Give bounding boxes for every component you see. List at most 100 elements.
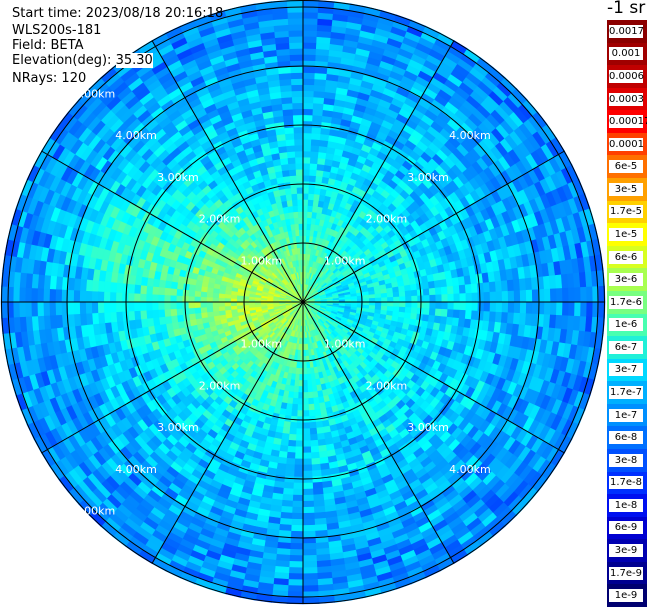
- data-cell: [292, 494, 304, 502]
- data-cell: [308, 409, 316, 417]
- data-cell: [145, 309, 154, 319]
- data-cell: [295, 440, 304, 448]
- data-cell: [163, 287, 172, 296]
- data-cell: [293, 132, 304, 140]
- data-cell: [393, 301, 400, 308]
- data-cell: [145, 285, 154, 295]
- data-cell: [175, 301, 183, 309]
- data-cell: [281, 102, 294, 111]
- data-cell: [282, 487, 294, 496]
- data-cell: [386, 292, 394, 298]
- data-cell: [285, 193, 293, 201]
- data-cell: [145, 301, 153, 311]
- data-cell: [294, 138, 304, 146]
- data-cell: [292, 114, 304, 122]
- data-cell: [429, 294, 437, 303]
- data-cell: [288, 433, 297, 442]
- data-cell: [302, 223, 308, 230]
- data-cell: [307, 391, 314, 399]
- data-cell: [507, 290, 515, 303]
- data-cell: [293, 217, 300, 225]
- data-cell: [290, 518, 304, 526]
- data-cell: [398, 290, 406, 298]
- data-cell: [297, 392, 304, 399]
- data-cell: [293, 126, 304, 134]
- data-cell: [109, 311, 118, 323]
- data-cell: [302, 168, 311, 176]
- data-cell: [151, 285, 160, 295]
- data-cell: [85, 290, 93, 303]
- data-cell: [67, 289, 75, 303]
- data-cell: [157, 286, 166, 296]
- data-cell: [290, 187, 298, 195]
- data-cell: [133, 283, 142, 294]
- data-cell: [292, 482, 304, 490]
- data-cell: [465, 301, 473, 312]
- data-cell: [398, 306, 406, 314]
- data-cell: [284, 126, 295, 135]
- data-cell: [470, 283, 479, 294]
- data-cell: [187, 301, 195, 309]
- data-cell: [286, 199, 294, 207]
- data-cell: [302, 476, 313, 484]
- data-cell: [309, 427, 318, 436]
- data-cell: [298, 223, 304, 230]
- data-cell: [290, 530, 304, 538]
- data-cell: [452, 285, 461, 295]
- data-cell: [312, 108, 324, 117]
- data-cell: [531, 289, 539, 303]
- data-cell: [286, 445, 296, 454]
- data-cell: [294, 452, 304, 460]
- data-cell: [525, 289, 533, 303]
- data-cell: [302, 102, 314, 110]
- data-cell: [283, 120, 295, 129]
- data-cell: [127, 283, 136, 294]
- data-cell: [476, 282, 485, 294]
- data-cell: [302, 404, 310, 412]
- data-cell: [453, 293, 461, 303]
- data-cell: [297, 205, 304, 212]
- data-cell: [157, 294, 165, 303]
- data-cell: [127, 301, 135, 312]
- data-cell: [309, 175, 317, 183]
- data-cell: [109, 301, 117, 313]
- data-cell: [91, 301, 99, 314]
- data-cell: [169, 308, 178, 317]
- data-cell: [374, 293, 382, 299]
- data-cell: [311, 469, 322, 478]
- data-cell: [103, 301, 111, 313]
- data-cell: [369, 297, 376, 303]
- data-cell: [310, 138, 321, 147]
- data-cell: [297, 199, 304, 206]
- data-cell: [298, 229, 304, 236]
- data-cell: [302, 138, 312, 146]
- data-cell: [212, 301, 219, 308]
- data-cell: [151, 293, 159, 303]
- data-cell: [290, 524, 304, 532]
- data-cell: [151, 301, 159, 311]
- data-cell: [294, 150, 304, 158]
- data-cell: [501, 301, 509, 314]
- data-cell: [294, 144, 304, 152]
- data-cell: [291, 397, 299, 405]
- data-cell: [302, 211, 309, 218]
- data-cell: [169, 287, 178, 296]
- data-cell: [296, 410, 304, 418]
- data-cell: [295, 229, 300, 237]
- data-cell: [218, 297, 225, 303]
- data-cell: [297, 398, 304, 405]
- data-cell: [292, 205, 299, 213]
- data-cell: [292, 108, 304, 116]
- data-cell: [281, 493, 294, 502]
- data-cell: [309, 156, 319, 165]
- data-cell: [306, 373, 312, 381]
- data-cell: [398, 285, 406, 293]
- data-cell: [393, 296, 400, 303]
- data-cell: [293, 211, 299, 219]
- data-cell: [309, 421, 317, 429]
- data-cell: [302, 548, 317, 556]
- data-cell: [513, 301, 521, 314]
- data-cell: [287, 205, 294, 213]
- data-cell: [157, 301, 165, 310]
- data-cell: [459, 301, 467, 311]
